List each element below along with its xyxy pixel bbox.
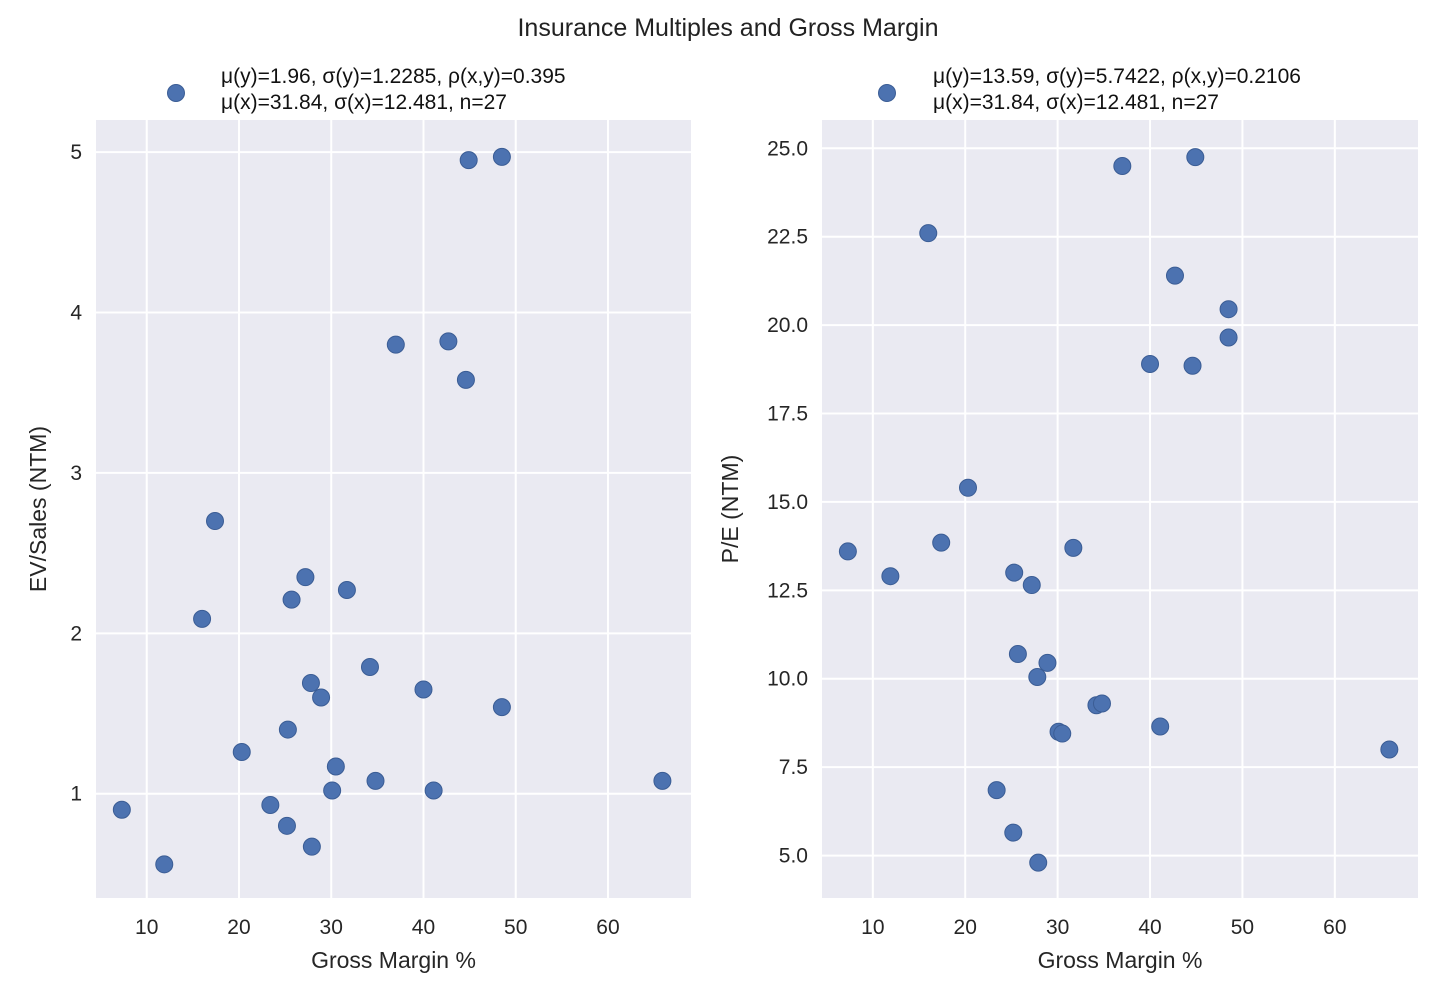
data-point <box>366 771 385 790</box>
x-tick-label: 20 <box>954 916 977 939</box>
data-point <box>1141 355 1160 374</box>
x-tick-label: 60 <box>1323 916 1346 939</box>
legend-marker <box>167 84 185 102</box>
subplot-1: 10 20 30 40 50 60 1 2 3 4 5 Gross Margin % EV/Sales … <box>25 65 691 973</box>
data-point <box>1004 823 1023 842</box>
data-point <box>1029 853 1048 872</box>
legend-line-2: μ(x)=31.84, σ(x)=12.481, n=27 <box>933 91 1219 114</box>
data-point <box>1008 644 1027 663</box>
data-point <box>337 581 356 600</box>
data-point <box>261 795 280 814</box>
y-tick-label: 20.0 <box>767 314 808 337</box>
data-point <box>1219 300 1238 319</box>
x-tick-label: 30 <box>1046 916 1069 939</box>
x-tick-label: 40 <box>1138 916 1161 939</box>
data-point <box>1165 266 1184 285</box>
y-tick-label: 4 <box>70 301 82 324</box>
data-point <box>414 680 433 699</box>
data-point <box>1038 653 1057 672</box>
data-point <box>155 855 174 874</box>
x-tick-label: 30 <box>320 916 343 939</box>
data-point <box>958 478 977 497</box>
y-tick-label: 17.5 <box>767 403 808 426</box>
data-point <box>112 800 131 819</box>
y-tick-label: 5.0 <box>779 845 808 868</box>
data-point <box>312 688 331 707</box>
figure-title: Insurance Multiples and Gross Margin <box>517 14 939 42</box>
data-point <box>326 757 345 776</box>
data-point <box>296 568 315 587</box>
x-tick-label: 20 <box>227 916 250 939</box>
data-point <box>323 781 342 800</box>
data-point <box>1028 667 1047 686</box>
y-tick-label: 5 <box>70 141 82 164</box>
data-point <box>1005 563 1024 582</box>
data-point <box>1113 156 1132 175</box>
subplot-2: 10 20 30 40 50 60 5.0 7.5 10.0 12.5 15.0 17.5 20.0 22… <box>717 65 1418 973</box>
x-tick-label: 10 <box>135 916 158 939</box>
x-tick-label: 40 <box>412 916 435 939</box>
y-axis-label: EV/Sales (NTM) <box>25 426 51 592</box>
data-point <box>1064 538 1083 557</box>
legend-line-1: μ(y)=1.96, σ(y)=1.2285, ρ(x,y)=0.395 <box>221 65 566 88</box>
data-point <box>301 674 320 693</box>
data-point <box>278 720 297 739</box>
y-tick-label: 10.0 <box>767 668 808 691</box>
y-tick-label: 1 <box>70 783 82 806</box>
data-point <box>424 781 443 800</box>
legend-line-2: μ(x)=31.84, σ(x)=12.481, n=27 <box>221 91 507 114</box>
data-point <box>838 542 857 561</box>
x-axis-label: Gross Margin % <box>311 947 476 973</box>
legend-line-1: μ(y)=13.59, σ(y)=5.7422, ρ(x,y)=0.2106 <box>933 65 1301 88</box>
data-point <box>987 781 1006 800</box>
plot-area <box>822 120 1418 898</box>
data-point <box>1053 724 1072 743</box>
y-tick-label: 7.5 <box>779 756 808 779</box>
y-tick-label: 25.0 <box>767 137 808 160</box>
y-tick-label: 2 <box>70 622 82 645</box>
data-point <box>1186 148 1205 167</box>
y-tick-label: 15.0 <box>767 491 808 514</box>
data-point <box>1151 717 1170 736</box>
data-point <box>282 590 301 609</box>
data-point <box>492 147 511 166</box>
x-tick-label: 60 <box>596 916 619 939</box>
data-point <box>881 567 900 586</box>
x-axis-label: Gross Margin % <box>1038 947 1203 973</box>
data-point <box>1092 694 1111 713</box>
data-point <box>932 533 951 552</box>
data-point <box>302 837 321 856</box>
data-point <box>1380 740 1399 759</box>
data-point <box>277 816 296 835</box>
data-point <box>206 512 224 531</box>
legend-marker <box>878 84 896 102</box>
data-point <box>232 743 251 762</box>
y-tick-label: 3 <box>70 462 82 485</box>
y-tick-label: 12.5 <box>767 579 808 602</box>
x-tick-label: 10 <box>861 916 884 939</box>
y-axis-label: P/E (NTM) <box>717 455 743 564</box>
data-point <box>1183 356 1202 375</box>
data-point <box>439 332 458 351</box>
data-point <box>360 658 379 677</box>
data-point <box>653 771 672 790</box>
y-tick-label: 22.5 <box>767 226 808 249</box>
x-tick-label: 50 <box>504 916 527 939</box>
data-point <box>456 370 475 389</box>
data-point <box>1022 576 1041 595</box>
data-point <box>193 609 212 628</box>
plot-area <box>96 120 691 898</box>
data-point <box>459 151 478 170</box>
x-tick-label: 50 <box>1231 916 1254 939</box>
data-point <box>492 698 511 717</box>
data-point <box>386 335 405 354</box>
data-point <box>1219 328 1238 347</box>
data-point <box>919 224 938 243</box>
